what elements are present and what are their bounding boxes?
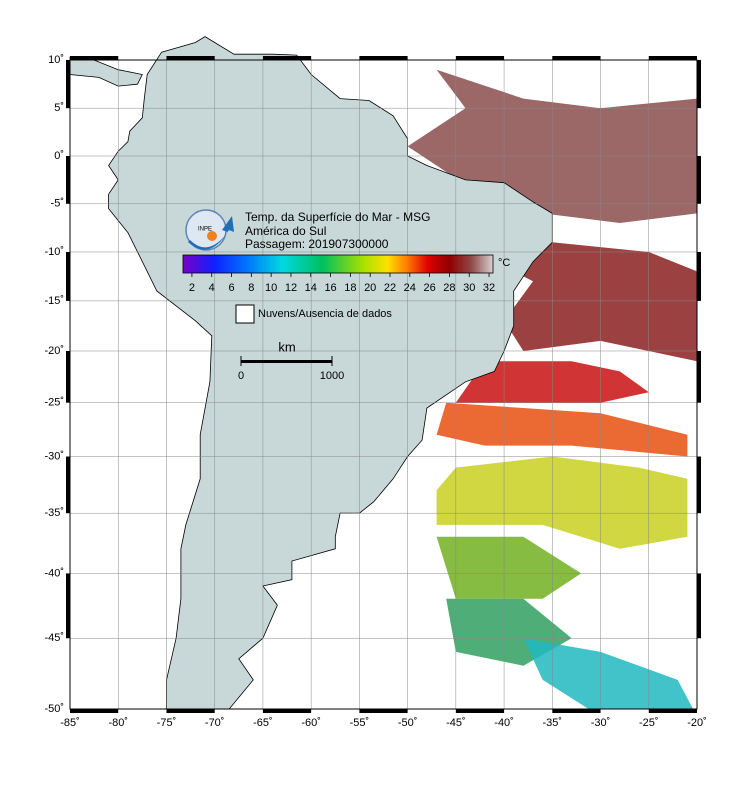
title-line: Passagem: 201907300000 <box>245 237 389 251</box>
lat-tick-label: -20˚ <box>44 345 64 357</box>
colorbar-tick-label: 6 <box>228 282 234 294</box>
frame-bar <box>262 709 312 713</box>
lon-tick-label: -70˚ <box>205 717 225 729</box>
lon-tick-label: -20˚ <box>687 717 707 729</box>
frame-bar <box>359 709 408 713</box>
lon-tick-label: -55˚ <box>350 717 370 729</box>
colorbar-tick-label: 14 <box>305 282 317 294</box>
land <box>69 36 553 710</box>
colorbar-tick-label: 32 <box>483 282 495 294</box>
lon-tick-label: -85˚ <box>60 717 80 729</box>
colorbar-tick-label: 26 <box>423 282 435 294</box>
scale-tick-label: 1000 <box>320 370 344 382</box>
colorbar-tick-label: 2 <box>189 282 195 294</box>
frame-bar <box>66 456 70 514</box>
lon-tick-label: -60˚ <box>301 717 321 729</box>
colorbar-tick-label: 10 <box>265 282 277 294</box>
title-line: América do Sul <box>245 224 326 238</box>
lon-tick-label: -65˚ <box>253 717 273 729</box>
frame-bar <box>697 155 701 204</box>
frame-bar <box>455 709 505 713</box>
frame-bar <box>66 60 70 109</box>
frame-bar <box>697 456 701 514</box>
colorbar-tick-label: 20 <box>364 282 376 294</box>
frame-bar <box>66 573 70 639</box>
sst-patch <box>436 456 688 549</box>
frame-bar <box>70 56 119 60</box>
frame-bar <box>648 709 697 713</box>
lon-tick-label: -30˚ <box>591 717 611 729</box>
lat-tick-label: -5˚ <box>51 198 64 210</box>
colorbar-tick-label: 28 <box>443 282 455 294</box>
lat-tick-label: 5˚ <box>54 102 64 114</box>
colorbar-unit: °C <box>498 257 510 269</box>
sst-patch <box>436 402 688 457</box>
frame-bar <box>70 709 119 713</box>
lat-tick-label: -45˚ <box>44 632 64 644</box>
frame-bar <box>166 709 215 713</box>
lon-tick-label: -75˚ <box>157 717 177 729</box>
colorbar-tick-label: 22 <box>384 282 396 294</box>
sst-patch <box>436 536 582 599</box>
scale-bar <box>241 360 332 363</box>
frame-bar <box>552 709 601 713</box>
lon-tick-label: -45˚ <box>446 717 466 729</box>
scale-tick-label: 0 <box>238 370 244 382</box>
colorbar-tick-label: 18 <box>344 282 356 294</box>
legend-panel: INPE Temp. da Superfície do Mar - MSG Am… <box>182 209 510 382</box>
lon-tick-label: -25˚ <box>639 717 659 729</box>
lat-tick-label: 10˚ <box>48 54 64 66</box>
frame-bar <box>455 56 505 60</box>
frame-bar <box>66 155 70 204</box>
colorbar-tick-label: 30 <box>463 282 475 294</box>
lat-tick-label: -25˚ <box>44 397 64 409</box>
frame-bar <box>66 251 70 301</box>
colorbar-tick-label: 16 <box>324 282 336 294</box>
colorbar <box>182 254 494 274</box>
legend-label: Nuvens/Ausencia de dados <box>258 308 392 320</box>
frame-bar <box>697 60 701 109</box>
lat-tick-label: -35˚ <box>44 507 64 519</box>
frame-bar <box>648 56 697 60</box>
lat-tick-label: -10˚ <box>44 246 64 258</box>
logo-dot <box>207 231 217 241</box>
frame-bar <box>697 251 701 301</box>
frame-bar <box>262 56 312 60</box>
frame <box>66 56 701 713</box>
colorbar-tick-label: 24 <box>404 282 416 294</box>
frame-bar <box>697 573 701 639</box>
frame-bar <box>697 350 701 403</box>
legend-swatch <box>235 304 255 324</box>
lon-tick-label: -40˚ <box>494 717 514 729</box>
lat-tick-label: -50˚ <box>44 703 64 715</box>
central-america <box>69 56 143 87</box>
lon-tick-label: -50˚ <box>398 717 418 729</box>
frame-bar <box>359 56 408 60</box>
lon-tick-label: -80˚ <box>108 717 128 729</box>
frame-bar <box>166 56 215 60</box>
lon-tick-label: -35˚ <box>543 717 563 729</box>
frame-bar <box>552 56 601 60</box>
colorbar-tick-label: 12 <box>285 282 297 294</box>
lat-tick-label: -30˚ <box>44 450 64 462</box>
colorbar-tick-label: 8 <box>248 282 254 294</box>
scale-unit: km <box>278 339 295 354</box>
lat-tick-label: 0˚ <box>54 150 64 162</box>
sst-patch <box>523 638 694 709</box>
continent <box>108 36 553 710</box>
logo-text: INPE <box>198 227 212 233</box>
lat-tick-label: -40˚ <box>44 567 64 579</box>
colorbar-tick-label: 4 <box>209 282 215 294</box>
title-line: Temp. da Superfície do Mar - MSG <box>245 210 430 224</box>
lat-tick-label: -15˚ <box>44 295 64 307</box>
frame-bar <box>66 350 70 403</box>
